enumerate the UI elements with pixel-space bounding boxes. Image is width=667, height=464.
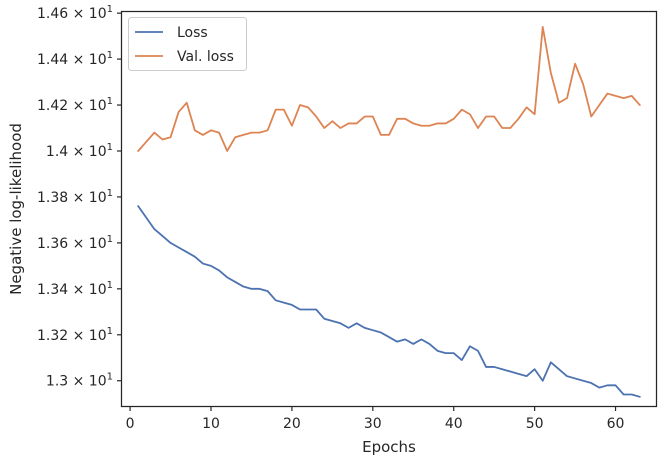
legend-box [128, 17, 247, 71]
plot-frame [120, 10, 658, 408]
y-tick-label: 1.42 × 101 [37, 96, 113, 114]
y-tick-label: 1.46 × 101 [37, 4, 113, 22]
x-tick-label: 50 [526, 416, 544, 432]
x-tick-label: 10 [202, 416, 220, 432]
y-axis-label: Negative log-likelihood [7, 123, 25, 295]
series-line-val-loss [137, 26, 641, 152]
series-group [137, 26, 641, 398]
x-tick-label: 60 [607, 416, 625, 432]
y-tick-label: 1.38 × 101 [37, 188, 113, 206]
legend: Loss Val. loss [128, 17, 247, 71]
x-axis: 0 10 20 30 40 50 60 [126, 406, 625, 432]
x-tick-label: 20 [283, 416, 301, 432]
series-line-loss [137, 205, 641, 398]
y-tick-label: 1.3 × 101 [46, 372, 113, 390]
x-tick-label: 30 [364, 416, 382, 432]
y-tick-label: 1.36 × 101 [37, 234, 113, 252]
x-tick-label: 40 [445, 416, 463, 432]
y-tick-label: 1.44 × 101 [37, 50, 113, 68]
y-tick-label: 1.4 × 101 [46, 142, 113, 160]
y-tick-label: 1.32 × 101 [37, 326, 113, 344]
legend-label-val-loss: Val. loss [177, 49, 234, 65]
x-tick-label: 0 [126, 416, 135, 432]
x-axis-label: Epochs [362, 438, 416, 456]
y-tick-label: 1.34 × 101 [37, 280, 113, 298]
legend-label-loss: Loss [177, 25, 208, 41]
y-axis: 1.3 × 101 1.32 × 101 1.34 × 101 1.36 × 101 1… [37, 4, 122, 390]
